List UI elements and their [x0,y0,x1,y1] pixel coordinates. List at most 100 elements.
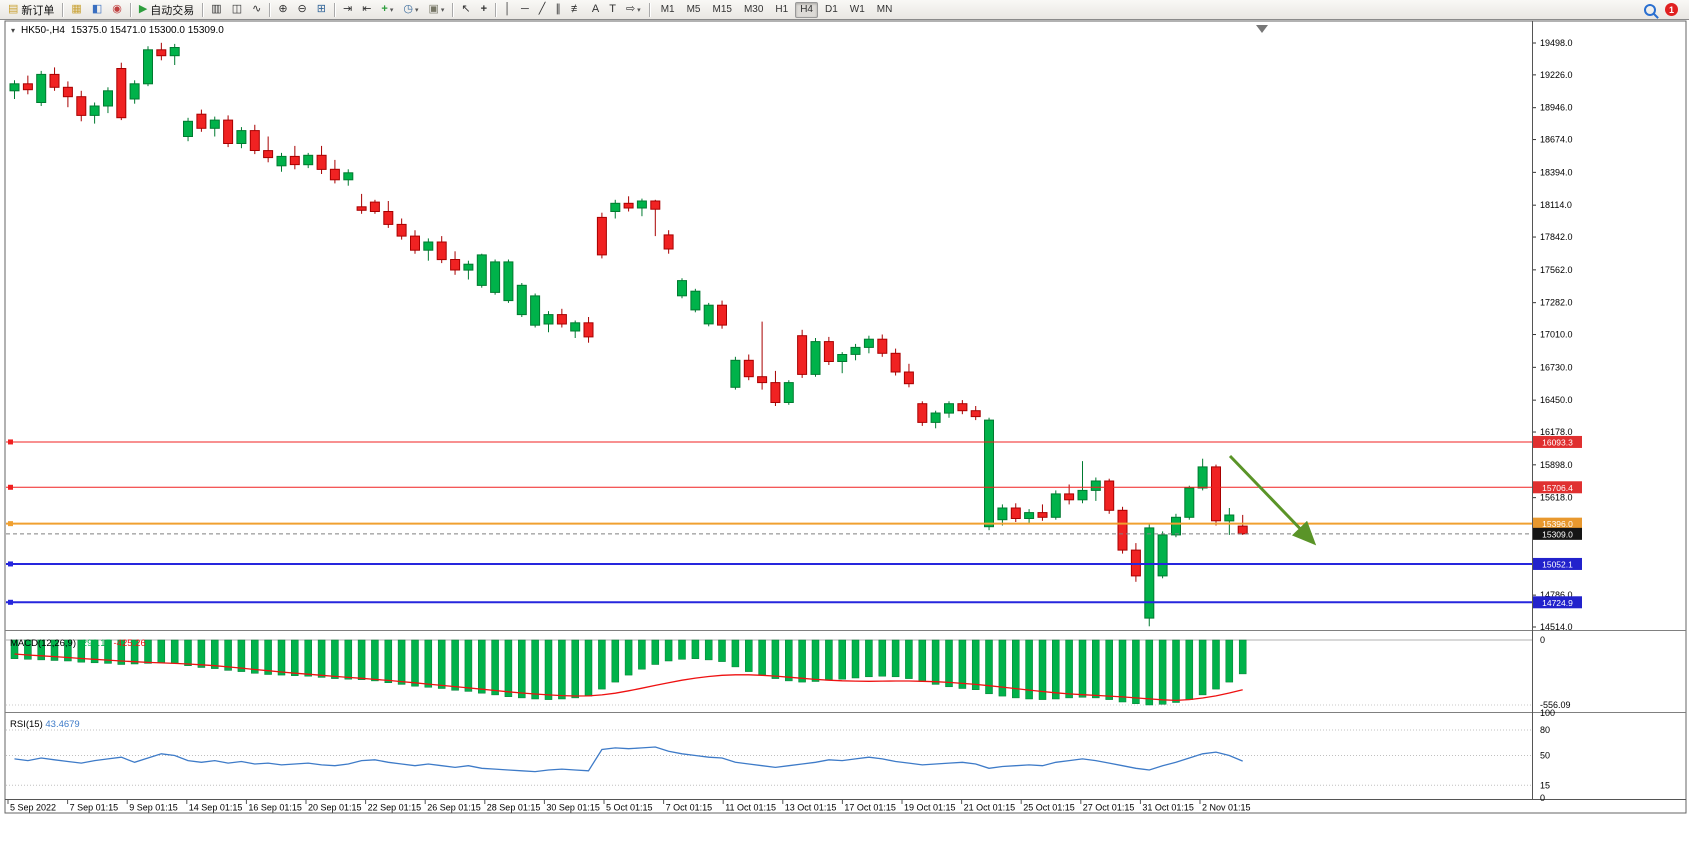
time-axis-label: 26 Sep 01:15 [427,803,481,813]
search-icon[interactable] [1644,3,1656,16]
rsi-line [14,746,1243,773]
candlestick-series[interactable] [9,42,1248,627]
auto-scroll-icon: ⇥ [342,3,353,15]
chart-shift-icon: ⇤ [362,3,372,15]
autotrading-icon: ▶ [138,3,148,15]
timeframe-h4-button[interactable]: H4 [795,1,818,18]
resistance-line-lower[interactable] [6,484,1532,490]
price-tick-label: 16730.0 [1540,362,1573,372]
time-axis-label: 20 Sep 01:15 [308,803,362,813]
zoom-in-button[interactable]: ⊕ [274,1,291,18]
vertical-line-icon: │ [504,3,511,15]
navigator-button[interactable]: ◉ [108,1,126,18]
current-price-line-badge [1533,527,1582,540]
line-chart-button[interactable]: ∿ [248,1,265,18]
trend-arrow-annotation[interactable] [1228,454,1317,546]
support-line-lower-handle[interactable] [8,599,13,605]
time-axis-label: 17 Oct 01:15 [844,803,896,813]
periods-icon: ◷ [403,3,413,15]
price-tick-label: 16178.0 [1540,427,1573,437]
macd-label: MACD(12,26,9) -290.15 -425.26 [10,638,146,649]
toolbar-groups: ▤ 新订单 ▦ ◧ ◉ ▶ 自动交易 ▥ ◫ ∿ ⊕ ⊖ ⊞ ⇥ ⇤ + ▾ ◷ ▾ ▣ ▾ ↖ + │ ─ ╱ ∥ ≢ A T ⇨ ▾ M1 M… [3,0,898,19]
chart-ohlc-values: 15375.0 15471.0 15300.0 15309.0 [70,25,224,36]
support-line-upper-handle[interactable] [8,561,13,567]
macd-min-label: -556.09 [1540,700,1571,710]
new-order-button[interactable]: ▤ 新订单 [4,1,58,18]
time-axis-label: 28 Sep 01:15 [487,803,541,813]
auto-scroll-button[interactable]: ⇥ [339,1,356,18]
trendline-button[interactable]: ╱ [535,1,550,18]
periods-button[interactable]: ◷ ▾ [399,1,422,18]
autotrading-button[interactable]: ▶ 自动交易 [135,1,198,18]
support-line-upper[interactable] [6,561,1532,567]
arrows-button[interactable]: ⇨ ▾ [622,1,645,18]
bar-chart-button[interactable]: ▥ [207,1,225,18]
timeframe-d1-button[interactable]: D1 [820,2,843,18]
pivot-line-handle[interactable] [8,521,13,527]
channel-button[interactable]: ∥ [551,1,565,18]
fibonacci-button[interactable]: ≢ [567,1,586,18]
candlestick-chart-button[interactable]: ◫ [228,1,246,18]
macd-signal-line [14,653,1243,702]
timeframe-mn-button[interactable]: MN [872,2,898,18]
chart-icon: ▾ [11,26,16,35]
macd-histogram [10,639,1247,706]
resistance-line-lower-handle[interactable] [8,484,13,490]
rsi-level-label: 0 [1540,793,1545,803]
resistance-line-lower-badge-label: 15706.4 [1542,483,1573,493]
market-watch-button[interactable]: ◧ [88,1,106,18]
crosshair-button[interactable]: + [477,1,491,18]
timeframe-h1-button[interactable]: H1 [770,2,793,18]
zoom-in-icon: ⊕ [278,3,288,15]
support-line-upper-badge-label: 15052.1 [1542,559,1573,569]
chart-symbol-period: HK50-,H4 [21,25,65,36]
charts-window-icon: ▦ [71,3,82,15]
tile-windows-button[interactable]: ⊞ [313,1,330,18]
rsi-label: RSI(15) 43.4679 [10,719,80,730]
zoom-out-button[interactable]: ⊖ [294,1,311,18]
vertical-line-button[interactable]: │ [500,1,515,18]
dropdown-arrow-icon: ▾ [414,6,419,14]
fibonacci-icon: ≢ [570,3,582,15]
templates-button[interactable]: ▣ ▾ [425,1,449,18]
horizontal-line-button[interactable]: ─ [517,1,533,18]
timeframe-switcher: M1 M5 M15 M30 H1 H4 D1 W1 MN [655,1,899,18]
cursor-button[interactable]: ↖ [457,1,474,18]
price-chart[interactable]: 19498.0 19226.0 18946.0 18674.0 18394.0 18114… [0,20,1689,859]
arrows-icon: ⇨ [625,3,636,15]
resistance-line-upper[interactable] [6,439,1532,445]
new-order-button-label: 新订单 [21,4,55,17]
dropdown-arrow-icon: ▾ [637,6,641,14]
price-tick-label: 18946.0 [1540,103,1573,113]
timeframe-w1-button[interactable]: W1 [845,2,870,18]
support-line-lower[interactable] [6,599,1532,605]
timeframe-m1-button[interactable]: M1 [656,2,680,18]
toolbar: ▤ 新订单 ▦ ◧ ◉ ▶ 自动交易 ▥ ◫ ∿ ⊕ ⊖ ⊞ ⇥ ⇤ + ▾ ◷ ▾ ▣ ▾ ↖ + │ ─ ╱ ∥ ≢ A T ⇨ ▾ M1 M… [0,0,1689,20]
price-tick-label: 18394.0 [1540,167,1573,177]
chart-shift-marker[interactable] [1256,25,1268,33]
time-axis-label: 13 Oct 01:15 [785,803,837,813]
price-tick-label: 16450.0 [1540,395,1573,405]
text-label-button[interactable]: T [605,1,620,18]
pivot-line[interactable] [6,521,1532,527]
charts-window-button[interactable]: ▦ [67,1,85,18]
indicators-button[interactable]: + ▾ [377,1,397,18]
chart-title: ▾ HK50-,H4 15375.0 15471.0 15300.0 15309… [11,25,224,36]
timeframe-m5-button[interactable]: M5 [682,2,706,18]
support-line-upper-badge [1533,557,1582,570]
toolbar-separator [333,2,335,17]
pivot-line-badge-label: 15396.0 [1542,519,1573,529]
timeframe-m15-button[interactable]: M15 [708,2,737,18]
resistance-line-upper-handle[interactable] [8,439,13,445]
text-button[interactable]: A [588,1,603,18]
macd-zero-label: 0 [1540,635,1545,645]
notification-badge[interactable]: 1 [1665,3,1678,16]
chart-shift-button[interactable]: ⇤ [358,1,375,18]
candlestick-chart-icon: ◫ [231,3,243,15]
chart-area: 19498.0 19226.0 18946.0 18674.0 18394.0 18114… [0,20,1689,859]
navigator-icon: ◉ [112,3,122,15]
price-tick-label: 14786.0 [1540,590,1573,600]
time-axis-label: 11 Oct 01:15 [725,803,776,813]
timeframe-m30-button[interactable]: M30 [739,2,768,18]
new-order-icon: ▤ [8,3,19,15]
